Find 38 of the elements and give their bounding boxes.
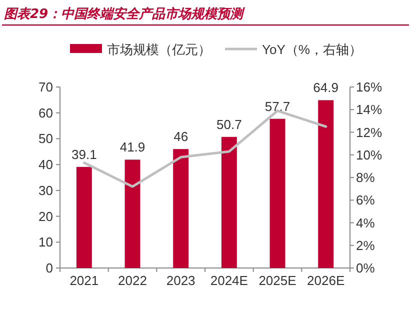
y2-tick-label: 12% xyxy=(356,124,382,140)
bar xyxy=(173,149,189,268)
bar xyxy=(124,160,140,268)
bar xyxy=(221,136,237,268)
data-label: 39.1 xyxy=(72,146,97,162)
data-label: 64.9 xyxy=(313,80,338,96)
data-label: 46 xyxy=(174,129,188,144)
y2-tick-label: 8% xyxy=(356,170,376,185)
x-tick-label: 2024E xyxy=(210,273,248,288)
x-tick-label: 2025E xyxy=(258,273,297,288)
y2-tick-label: 16% xyxy=(356,80,382,94)
y-tick-label: 40 xyxy=(38,157,53,172)
y2-tick-label: 4% xyxy=(356,215,376,230)
y-tick-label: 60 xyxy=(38,105,53,120)
y2-tick-label: 2% xyxy=(356,238,376,253)
y2-tick-label: 14% xyxy=(356,102,382,118)
x-tick-label: 2021 xyxy=(70,273,99,288)
y2-tick-label: 10% xyxy=(356,147,382,162)
legend-label: YoY（%，右轴） xyxy=(262,42,362,57)
data-label: 41.9 xyxy=(120,140,146,155)
x-tick-label: 2022 xyxy=(118,273,147,288)
x-tick-label: 2023 xyxy=(166,273,196,288)
y-tick-label: 10 xyxy=(38,234,53,250)
y-tick-label: 20 xyxy=(38,208,53,224)
bar xyxy=(318,100,334,268)
y-tick-label: 0 xyxy=(46,260,53,276)
data-label: 50.7 xyxy=(216,116,242,132)
y2-tick-label: 0% xyxy=(356,260,376,276)
bar xyxy=(270,118,286,268)
data-label: 57.7 xyxy=(264,98,290,114)
legend-label: 市场规模（亿元） xyxy=(107,42,211,57)
y-tick-label: 30 xyxy=(38,182,53,198)
x-tick-label: 2026E xyxy=(307,273,345,288)
bar xyxy=(76,166,92,268)
y-tick-label: 50 xyxy=(38,131,53,146)
y-tick-label: 70 xyxy=(38,80,53,94)
chart-title: 图表29：中国终端安全产品市场规模预测 xyxy=(4,6,246,22)
y2-tick-label: 6% xyxy=(356,192,376,208)
